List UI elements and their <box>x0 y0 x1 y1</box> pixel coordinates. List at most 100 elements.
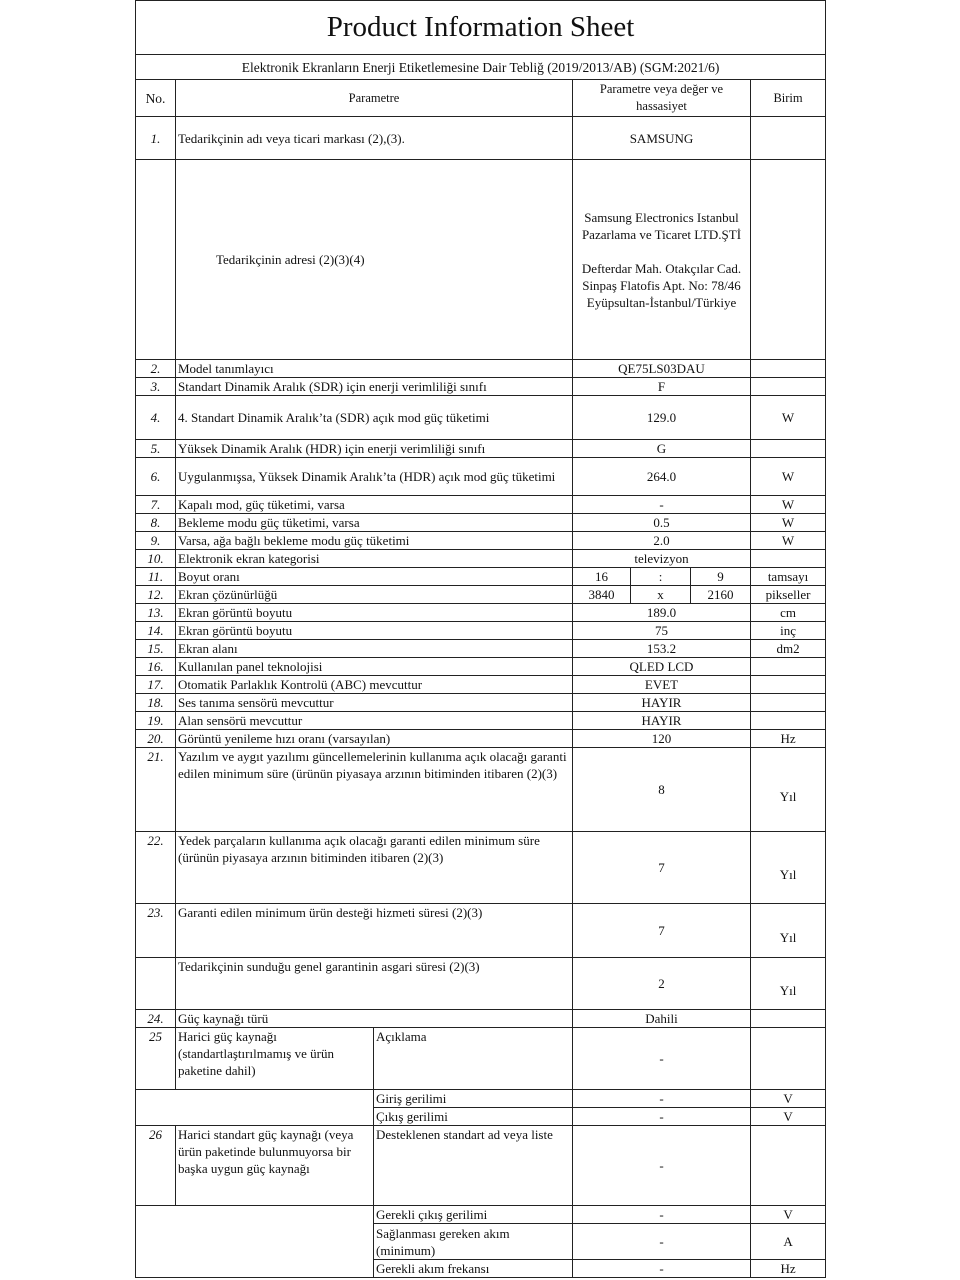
unit <box>749 657 827 676</box>
parameter-value: 129.0 <box>572 395 751 440</box>
unit <box>749 711 827 730</box>
empty-cell <box>135 1205 374 1278</box>
header-value: Parametre veya değer ve hassasiyet <box>572 79 751 117</box>
sub-label: Gerekli çıkış gerilimi <box>373 1205 573 1224</box>
parameter-value: 7 <box>572 831 751 904</box>
parameter-value: Samsung Electronics Istanbul Pazarlama v… <box>572 159 751 360</box>
parameter-value: SAMSUNG <box>572 116 751 160</box>
description-label: Desteklenen standart ad veya liste <box>373 1125 573 1206</box>
unit: V <box>749 1107 827 1126</box>
row-number: 10. <box>135 549 176 568</box>
unit <box>749 116 827 160</box>
header-unit: Birim <box>749 79 827 117</box>
description-value: - <box>572 1027 751 1090</box>
parameter-label: Güç kaynağı türü <box>175 1009 573 1028</box>
table-row: 1. Tedarikçinin adı veya ticari markası (… <box>135 116 827 160</box>
sub-value: - <box>572 1205 751 1224</box>
parameter-value: 75 <box>572 621 751 640</box>
unit: W <box>749 457 827 496</box>
unit: cm <box>749 603 827 622</box>
unit: dm2 <box>749 639 827 658</box>
parameter-value: 2 <box>572 957 751 1010</box>
unit: pikseller <box>749 585 827 604</box>
parameter-value: 264.0 <box>572 457 751 496</box>
unit <box>749 359 827 378</box>
psu26-row: 26 Harici standart güç kaynağı (veya ürün… <box>135 1125 827 1206</box>
value-part: 2160 <box>690 585 751 604</box>
row-number: 1. <box>135 116 176 160</box>
sub-value: - <box>572 1259 751 1278</box>
parameter-value: - <box>572 495 751 514</box>
unit <box>749 1125 827 1206</box>
parameter-value: televizyon <box>572 549 751 568</box>
parameter-label: Model tanımlayıcı <box>175 359 573 378</box>
row-number: 26 <box>135 1125 176 1206</box>
row-number: 23. <box>135 903 176 958</box>
table-row: 13. Ekran görüntü boyutu 189.0 cm <box>135 603 827 622</box>
table-row: 6. Uygulanmışsa, Yüksek Dinamik Aralık’ta… <box>135 457 827 496</box>
parameter-value: G <box>572 439 751 458</box>
parameter-value: Dahili <box>572 1009 751 1028</box>
parameter-value: EVET <box>572 675 751 694</box>
parameter-value: 7 <box>572 903 751 958</box>
row-number: 14. <box>135 621 176 640</box>
unit: W <box>749 513 827 532</box>
parameter-label: Ekran görüntü boyutu <box>175 621 573 640</box>
parameter-value: QE75LS03DAU <box>572 359 751 378</box>
table-row: 16. Kullanılan panel teknolojisi QLED LCD <box>135 657 827 676</box>
sub-label: Gerekli akım frekansı <box>373 1259 573 1278</box>
row-number: 17. <box>135 675 176 694</box>
table-row: 10. Elektronik ekran kategorisi televizyon <box>135 549 827 568</box>
table-row: 15. Ekran alanı 153.2 dm2 <box>135 639 827 658</box>
row-number: 13. <box>135 603 176 622</box>
unit: W <box>749 395 827 440</box>
table-row: 22. Yedek parçaların kullanıma açık olaca… <box>135 831 827 904</box>
sub-row: Giriş gerilimi - V <box>135 1089 827 1126</box>
parameter-value: 120 <box>572 729 751 748</box>
row-number: 12. <box>135 585 176 604</box>
row-number: 25 <box>135 1027 176 1090</box>
sub-label: Sağlanması gereken akım (minimum) <box>373 1223 573 1260</box>
sub-label: Çıkış gerilimi <box>373 1107 573 1126</box>
unit: inç <box>749 621 827 640</box>
parameter-label: Tedarikçinin adı veya ticari markası (2)… <box>175 116 573 160</box>
product-information-table: Product Information Sheet Elektronik Ekr… <box>134 0 827 1278</box>
table-row: 19. Alan sensörü mevcuttur HAYIR <box>135 711 827 730</box>
row-number: 6. <box>135 457 176 496</box>
row-number: 16. <box>135 657 176 676</box>
unit <box>749 439 827 458</box>
row-number: 3. <box>135 377 176 396</box>
unit: Hz <box>749 1259 827 1278</box>
row-number: 20. <box>135 729 176 748</box>
row-number: 4. <box>135 395 176 440</box>
table-row: 9. Varsa, ağa bağlı bekleme modu güç tüke… <box>135 531 827 550</box>
unit: Yıl <box>749 831 827 904</box>
table-row: 5. Yüksek Dinamik Aralık (HDR) için enerj… <box>135 439 827 458</box>
value-part: 9 <box>690 567 751 586</box>
value-part: x <box>630 585 691 604</box>
sub-row: Sağlanması gereken akım (minimum) - A <box>136 1223 827 1260</box>
row-number: 19. <box>135 711 176 730</box>
sub-row: Gerekli çıkış gerilimi - V <box>135 1205 827 1278</box>
sub-value: - <box>572 1223 751 1260</box>
row-number: 8. <box>135 513 176 532</box>
table-row: 2. Model tanımlayıcı QE75LS03DAU <box>135 359 827 378</box>
parameter-value: 0.5 <box>572 513 751 532</box>
parameter-label: Kullanılan panel teknolojisi <box>175 657 573 676</box>
parameter-label: Elektronik ekran kategorisi <box>175 549 573 568</box>
unit <box>749 1009 827 1028</box>
unit: tamsayı <box>749 567 827 586</box>
row-number <box>135 159 176 360</box>
row-number: 18. <box>135 693 176 712</box>
parameter-label: Varsa, ağa bağlı bekleme modu güç tüketi… <box>175 531 573 550</box>
table-row: Tedarikçinin sunduğu genel garantinin as… <box>135 957 827 1010</box>
parameter-label: Yedek parçaların kullanıma açık olacağı … <box>175 831 573 904</box>
unit <box>749 675 827 694</box>
parameter-label: Kapalı mod, güç tüketimi, varsa <box>175 495 573 514</box>
table-row: 20. Görüntü yenileme hızı oranı (varsayıl… <box>135 729 827 748</box>
parameter-value: HAYIR <box>572 693 751 712</box>
parameter-value: HAYIR <box>572 711 751 730</box>
sub-row: Gerekli akım frekansı - Hz <box>136 1259 827 1278</box>
row-number: 22. <box>135 831 176 904</box>
row-number: 5. <box>135 439 176 458</box>
